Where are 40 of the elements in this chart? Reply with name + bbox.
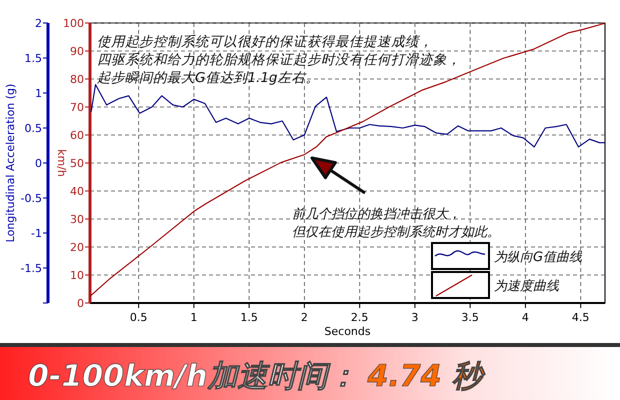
y2-tick-label: 10	[70, 269, 84, 282]
legend-label: 为速度曲线	[494, 278, 560, 294]
annotation: 使用起步控制系统可以很好的保证获得最佳提速成绩，	[97, 34, 433, 50]
legend-label: 为纵向G值曲线	[494, 250, 584, 265]
y2-tick-label: 80	[70, 73, 84, 86]
y2-tick-label: 20	[70, 241, 84, 254]
text: 0-100km/h加速时间：	[28, 359, 358, 394]
y-tick-label: 1.5	[24, 52, 42, 65]
x-tick-label: 2.5	[350, 311, 368, 324]
x-tick-label: 0.5	[130, 311, 148, 324]
x-tick-label: 4	[522, 311, 529, 324]
y-tick-label: 2	[35, 17, 42, 30]
x-tick-label: 1	[190, 311, 198, 324]
annotation: 起步瞬间的最大G值达到1.1g左右。	[97, 70, 320, 86]
y2-tick-label: 100	[63, 17, 84, 30]
y-tick-label: 0.5	[24, 122, 42, 135]
x-tick-label: 2	[300, 311, 308, 324]
x-axis-title: Seconds	[324, 325, 371, 338]
annotation: 四驱系统和给力的轮胎规格保证起步时没有任何打滑迹象，	[97, 52, 461, 68]
y2-tick-label: 40	[70, 185, 84, 198]
y2-tick-label: 30	[70, 213, 84, 226]
annotation: 但仅在使用起步控制系统时才如此。	[292, 225, 500, 240]
y-tick-label: -0.5	[20, 192, 42, 205]
x-tick-label: 1.5	[240, 311, 258, 324]
x-tick-label: 3.5	[461, 311, 479, 324]
y-axis-title: Longitudinal Acceleration (g)	[4, 84, 17, 242]
x-tick-label: 4.5	[572, 311, 590, 324]
y-tick-label: -1.5	[20, 262, 42, 275]
text: 4.74 秒	[366, 359, 486, 394]
x-tick-label: 3	[411, 311, 418, 324]
y-tick-label: -1	[31, 227, 42, 240]
y-tick-label: 1	[35, 87, 42, 100]
y2-axis-title: km/h	[55, 149, 68, 177]
y2-tick-label: 50	[70, 157, 84, 170]
annotation: 前几个挡位的换挡冲击很大，	[292, 207, 461, 222]
y-tick-label: 0	[35, 157, 42, 170]
y2-tick-label: 90	[70, 45, 84, 58]
y2-tick-label: 60	[70, 129, 84, 142]
y2-tick-label: 0	[77, 297, 84, 310]
y2-tick-label: 70	[70, 101, 84, 114]
